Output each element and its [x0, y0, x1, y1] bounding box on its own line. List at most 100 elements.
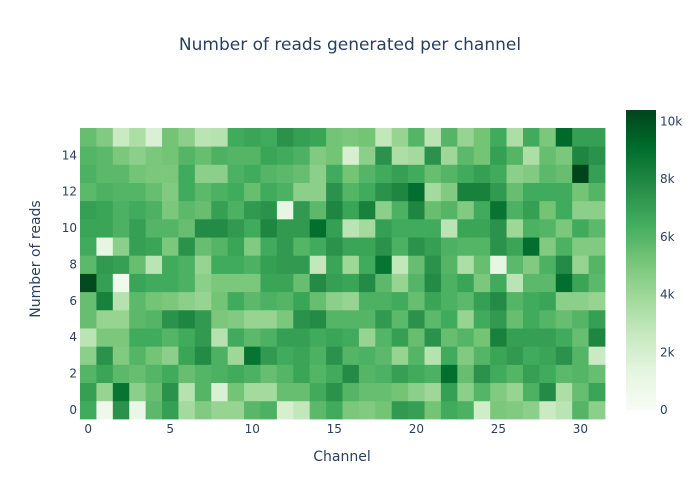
heatmap-cell [572, 218, 589, 238]
heatmap-cell [194, 364, 212, 384]
heatmap-cell [555, 237, 573, 256]
heatmap-cell [440, 128, 458, 147]
heatmap-cell [440, 328, 458, 347]
heatmap-cell [408, 146, 425, 165]
heatmap-cell [276, 291, 294, 311]
heatmap-cell [227, 182, 245, 202]
heatmap-cell [244, 364, 261, 384]
heatmap-cell [326, 400, 343, 420]
heatmap-cell [227, 364, 245, 384]
heatmap-cell [539, 328, 557, 347]
heatmap-cell [342, 182, 360, 202]
heatmap-cell [490, 273, 507, 293]
heatmap-cell [244, 200, 261, 220]
heatmap-cell [440, 346, 458, 365]
heatmap-cell [112, 291, 130, 311]
heatmap-cell [588, 309, 606, 329]
heatmap-cell [293, 400, 311, 420]
heatmap-cell [293, 182, 311, 202]
x-axis-ticks: 0 5 10 15 20 25 30 [84, 422, 588, 436]
heatmap-cell [424, 382, 442, 402]
heatmap-cell [391, 364, 409, 384]
heatmap-cell [244, 255, 261, 274]
heatmap-cell [490, 364, 507, 384]
heatmap-cell [293, 273, 311, 293]
heatmap-cell [457, 400, 475, 420]
heatmap-cell [112, 128, 130, 147]
heatmap-cell [391, 237, 409, 256]
heatmap-cell [457, 146, 475, 165]
heatmap-cell [260, 255, 278, 274]
heatmap-cell [96, 346, 114, 365]
heatmap-cell [326, 237, 343, 256]
y-tick-label: 6 [69, 294, 77, 308]
heatmap-cell [276, 382, 294, 402]
x-tick-label: 10 [245, 422, 260, 436]
heatmap-cell [309, 182, 327, 202]
heatmap-cell [572, 237, 589, 256]
heatmap-cell [490, 400, 507, 420]
heatmap-cell [490, 237, 507, 256]
heatmap-cell [96, 200, 114, 220]
heatmap-cell [572, 346, 589, 365]
heatmap-cell [162, 346, 179, 365]
heatmap-cell [555, 328, 573, 347]
heatmap-cell [260, 364, 278, 384]
heatmap-cell [358, 164, 376, 183]
heatmap-cell [539, 309, 557, 329]
heatmap-cell [440, 382, 458, 402]
heatmap-cell [440, 200, 458, 220]
heatmap-cell [408, 200, 425, 220]
heatmap-cell [440, 182, 458, 202]
heatmap-cell [539, 128, 557, 147]
heatmap-cell [326, 255, 343, 274]
heatmap-cell [424, 255, 442, 274]
heatmap-cell [194, 346, 212, 365]
heatmap-cell [572, 328, 589, 347]
heatmap-cell [194, 309, 212, 329]
heatmap-cell [276, 364, 294, 384]
heatmap-cell [473, 382, 491, 402]
heatmap-cell [162, 237, 179, 256]
heatmap-cell [588, 328, 606, 347]
heatmap-cell [244, 291, 261, 311]
heatmap-cell [375, 255, 393, 274]
heatmap-cell [162, 364, 179, 384]
heatmap-cell [112, 182, 130, 202]
heatmap-cell [227, 128, 245, 147]
heatmap-cell [178, 382, 196, 402]
heatmap-cell [112, 328, 130, 347]
heatmap-cell [424, 164, 442, 183]
heatmap-cell [293, 146, 311, 165]
heatmap-cell [408, 364, 425, 384]
y-tick-label: 14 [62, 148, 77, 162]
heatmap-cell [555, 309, 573, 329]
heatmap-cell [358, 255, 376, 274]
heatmap-cell [162, 382, 179, 402]
heatmap-cell [178, 218, 196, 238]
heatmap-cell [112, 146, 130, 165]
heatmap-cell [457, 364, 475, 384]
heatmap-cell [342, 255, 360, 274]
heatmap-cell [391, 182, 409, 202]
heatmap-cell [408, 346, 425, 365]
heatmap-cell [424, 182, 442, 202]
heatmap-cell [211, 218, 229, 238]
heatmap-cell [572, 382, 589, 402]
heatmap-cell [260, 382, 278, 402]
heatmap-cell [457, 237, 475, 256]
heatmap-cell [358, 273, 376, 293]
heatmap-cell [473, 128, 491, 147]
heatmap-cell [96, 273, 114, 293]
heatmap-cell [522, 255, 540, 274]
heatmap-cell [490, 128, 507, 147]
heatmap-cell [555, 255, 573, 274]
heatmap-cell [408, 400, 425, 420]
heatmap-cell [375, 164, 393, 183]
heatmap-cell [194, 182, 212, 202]
heatmap-cell [490, 328, 507, 347]
heatmap-cell [375, 218, 393, 238]
heatmap-cell [342, 291, 360, 311]
heatmap-cell [326, 346, 343, 365]
